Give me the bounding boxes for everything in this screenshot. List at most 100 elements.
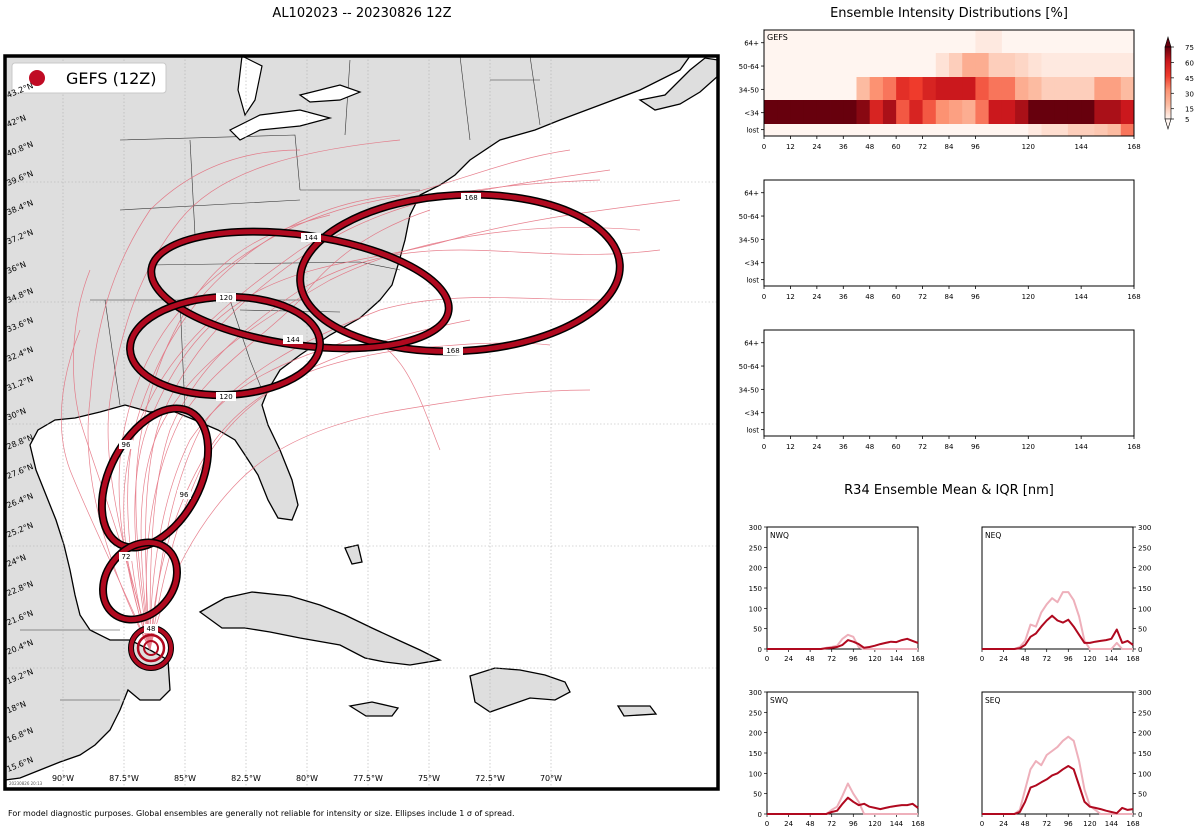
heatmap-cell — [1041, 77, 1056, 100]
colorbar-tick-label: 5 — [1185, 116, 1189, 124]
intensity-colorbar: 5 15 30 45 60 75 — [1164, 35, 1194, 131]
y-tick-label: lost — [746, 127, 759, 135]
x-tick-label: 24 — [812, 293, 821, 301]
svg-text:48: 48 — [147, 625, 156, 633]
heatmap-cell — [843, 53, 857, 77]
heatmap-cell — [1015, 77, 1029, 100]
svg-text:96: 96 — [122, 441, 131, 449]
ellipse-label: 168 — [443, 346, 463, 355]
y-tick-label: 34-50 — [739, 236, 759, 244]
heatmap-cell — [909, 30, 923, 53]
intensity-panel-label: GEFS — [767, 33, 788, 42]
ellipse-72h — [99, 538, 181, 624]
colorbar-tick-label: 60 — [1185, 59, 1194, 67]
heatmap-cell — [962, 30, 976, 53]
heatmap-cell — [988, 77, 1003, 100]
lon-label: 70°W — [540, 774, 562, 783]
x-tick-label: 24 — [999, 655, 1008, 663]
heatmap-cell — [856, 100, 871, 124]
heatmap-cell — [1081, 30, 1095, 53]
heatmap-cell — [830, 30, 844, 53]
y-tick-label: 50-64 — [739, 63, 760, 71]
heatmap-cell — [777, 124, 791, 136]
puerto-rico-island — [616, 705, 658, 717]
heatmap-cell — [962, 100, 976, 124]
lon-label: 77.5°W — [353, 774, 383, 783]
x-tick-label: 144 — [1074, 443, 1088, 451]
heatmap-cell — [1120, 30, 1135, 53]
heatmap-cell — [949, 100, 963, 124]
x-tick-label: 36 — [839, 443, 848, 451]
intensity-axes: 0 12 24 36 48 60 72 84 96 120 144 168 lost <34 34-50 50… — [739, 190, 1141, 301]
heatmap-cell — [764, 30, 778, 53]
y-tick-label: 50-64 — [739, 213, 760, 221]
x-tick-label: 84 — [945, 143, 954, 151]
y-tick-label: 300 — [749, 689, 762, 697]
ellipse-label: 144 — [283, 335, 303, 344]
lon-label: 85°W — [174, 774, 196, 783]
heatmap-cell — [1041, 30, 1056, 53]
y-tick-label: 0 — [758, 646, 762, 654]
x-tick-label: 144 — [890, 820, 904, 828]
y-tick-label: 200 — [749, 730, 762, 738]
x-tick-label: 24 — [999, 820, 1008, 828]
heatmap-cell — [922, 53, 937, 77]
heatmap-cell — [988, 53, 1003, 77]
y-tick-label: 0 — [1138, 811, 1142, 819]
r34-frame — [981, 526, 1134, 650]
heatmap-cell — [856, 77, 871, 100]
y-tick-label: <34 — [744, 110, 759, 118]
bahamas-island — [344, 544, 363, 565]
track-map: 168 168 144 144 120 120 96 96 72 48 GEFS… — [3, 54, 720, 791]
legend-marker-icon — [29, 70, 45, 86]
heatmap-cell — [909, 77, 923, 100]
y-tick-label: 150 — [749, 585, 762, 593]
y-tick-label: 100 — [749, 605, 762, 613]
y-tick-label: 64+ — [744, 190, 759, 198]
y-tick-label: 50 — [1138, 791, 1147, 799]
heatmap-cell — [803, 30, 818, 53]
heatmap-cell — [1028, 124, 1042, 136]
lon-label: 75°W — [418, 774, 440, 783]
heatmap-cell — [1028, 100, 1042, 124]
heatmap-cell — [1067, 100, 1082, 124]
heatmap-cell — [882, 53, 897, 77]
heatmap-cell — [1015, 30, 1029, 53]
heatmap-cell — [1081, 100, 1095, 124]
y-tick-label: 100 — [1138, 770, 1151, 778]
heatmap-cell — [1001, 77, 1016, 100]
x-tick-label: 96 — [1064, 655, 1073, 663]
heatmap-cell — [777, 53, 791, 77]
y-tick-label: 0 — [758, 811, 762, 819]
heatmap-cell — [869, 30, 884, 53]
x-tick-label: 72 — [1042, 655, 1051, 663]
heatmap-cell — [764, 77, 778, 100]
x-tick-label: 60 — [892, 293, 901, 301]
colorbar-tick-label: 15 — [1185, 106, 1194, 114]
heatmap-cell — [803, 53, 818, 77]
heatmap-cell — [1054, 53, 1069, 77]
heatmap-cell — [1054, 124, 1069, 136]
x-tick-label: 0 — [980, 655, 984, 663]
x-tick-label: 144 — [1105, 655, 1119, 663]
heatmap-cell — [1107, 30, 1122, 53]
heatmap-cell — [988, 124, 1003, 136]
heatmap-cell — [909, 124, 923, 136]
legend-label: GEFS (12Z) — [66, 69, 156, 88]
heatmap-cell — [869, 77, 884, 100]
y-tick-label: 100 — [1138, 605, 1151, 613]
heatmap-cell — [1001, 100, 1016, 124]
heatmap-cell — [869, 53, 884, 77]
heatmap-cell — [1015, 53, 1029, 77]
heatmap-cell — [843, 100, 857, 124]
x-tick-label: 168 — [1127, 443, 1140, 451]
heatmap-cell — [896, 77, 910, 100]
heatmap-cell — [764, 124, 778, 136]
heatmap-cell — [882, 100, 897, 124]
y-tick-label: 300 — [1138, 689, 1151, 697]
ellipse-labels: 168 168 144 144 120 120 96 96 72 48 — [119, 193, 481, 633]
heatmap-cell — [1120, 77, 1135, 100]
heatmap-cell — [962, 77, 976, 100]
colorbar-tick-label: 30 — [1185, 90, 1194, 98]
x-tick-label: 48 — [865, 143, 874, 151]
